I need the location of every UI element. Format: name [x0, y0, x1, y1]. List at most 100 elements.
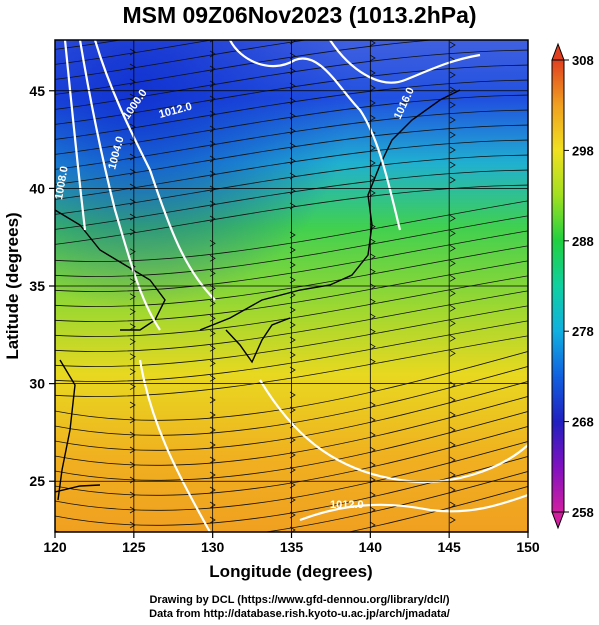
streamline-arrow [129, 278, 136, 286]
y-axis-label: Latitude (degrees) [3, 212, 22, 359]
streamline-arrow [129, 183, 136, 191]
streamline-arrow [369, 283, 376, 291]
streamline-arrow [369, 358, 376, 366]
streamline-arrow [209, 185, 216, 193]
x-tick-label: 130 [201, 539, 225, 555]
streamline [55, 395, 528, 466]
streamline-arrow [209, 140, 216, 148]
colorbar: 258 268 278 288 298 308 [551, 42, 594, 530]
streamline-arrow [369, 69, 376, 77]
y-tick-label: 45 [29, 83, 45, 99]
streamline-arrow [129, 446, 136, 454]
streamline-arrow [129, 123, 136, 131]
y-axis-ticks: 25 30 35 40 45 [29, 83, 55, 489]
streamline-arrow [129, 461, 136, 469]
streamline-arrow [449, 131, 456, 139]
streamline [55, 215, 528, 277]
streamline [55, 335, 528, 397]
isobars [63, 40, 528, 532]
streamline-arrow [369, 253, 376, 261]
streamline-arrow [209, 359, 216, 367]
streamline-arrow [209, 200, 216, 208]
credit-drawing: Drawing by DCL (https://www.gfd-dennou.o… [149, 594, 450, 606]
streamlines [55, 0, 528, 532]
streamline-arrow [209, 50, 216, 58]
colorbar-tick-label: 308 [572, 53, 594, 68]
streamline-arrow [129, 416, 136, 424]
streamline-arrow [129, 78, 136, 86]
streamline-arrow [369, 328, 376, 336]
streamline-arrow [209, 471, 216, 479]
streamline-arrow [449, 259, 456, 267]
streamline [55, 455, 528, 526]
x-tick-label: 140 [359, 539, 383, 555]
streamline-arrow [369, 446, 376, 454]
streamline-arrow [209, 374, 216, 382]
streamline-arrow [129, 48, 136, 56]
streamline-arrow [209, 329, 216, 337]
streamline-arrow [129, 213, 136, 221]
isobar-label: 1008.0 [53, 165, 71, 200]
streamline-arrow [450, 27, 455, 33]
streamline-arrow [369, 189, 376, 197]
isobar-line [299, 493, 528, 522]
colorbar-tick-label: 268 [572, 415, 594, 430]
streamline-arrow [449, 116, 456, 124]
streamline-arrow [209, 239, 216, 247]
streamline-arrow [209, 110, 216, 118]
streamline-arrow [290, 8, 295, 14]
streamline-arrow [370, 0, 375, 1]
streamline-arrow [129, 248, 136, 256]
streamline-arrow [129, 506, 136, 514]
streamline [55, 380, 528, 451]
streamline-arrow [209, 501, 216, 509]
streamline-arrow [209, 254, 216, 262]
streamline-arrow [209, 411, 216, 419]
streamline-arrow [369, 431, 376, 439]
streamline-arrow [369, 54, 376, 62]
streamline-arrow [369, 476, 376, 484]
streamline-arrow [129, 63, 136, 71]
streamline-arrow [370, 25, 375, 31]
streamline-arrow [449, 334, 456, 342]
streamline-arrow [369, 238, 376, 246]
streamline-arrow [369, 313, 376, 321]
streamline [55, 109, 528, 170]
streamline-arrow [450, 0, 455, 3]
streamline-arrow [209, 125, 216, 133]
streamline-arrow [129, 323, 136, 331]
streamline [55, 124, 528, 185]
streamline-arrow [129, 198, 136, 206]
streamline [55, 200, 528, 262]
streamline-arrow [209, 456, 216, 464]
streamline [55, 410, 528, 481]
streamline-arrow [369, 268, 376, 276]
colorbar-tick-label: 258 [572, 505, 594, 520]
streamline-arrow [369, 386, 376, 394]
streamline [55, 40, 123, 50]
streamline [55, 79, 528, 140]
streamline-arrow [129, 431, 136, 439]
streamline-arrow [370, 10, 375, 16]
streamline [55, 275, 528, 337]
credit-data: Data from http://database.rish.kyoto-u.a… [149, 608, 450, 620]
colorbar-ticks: 258 268 278 288 298 308 [564, 53, 594, 520]
y-tick-label: 30 [29, 376, 45, 392]
streamline-arrow [449, 516, 456, 524]
streamline-arrow [290, 23, 295, 29]
streamline-arrow [449, 229, 456, 237]
isobar-line [229, 40, 402, 231]
streamline-arrow [129, 491, 136, 499]
isobar-line [138, 359, 211, 532]
colorbar-top-arrow [551, 42, 565, 61]
streamline-arrow [209, 426, 216, 434]
streamline-arrow [129, 168, 136, 176]
streamline-arrow [449, 161, 456, 169]
y-tick-label: 25 [29, 473, 45, 489]
streamline-arrow [449, 101, 456, 109]
streamline-arrow [129, 108, 136, 116]
streamline-arrow [129, 228, 136, 236]
streamline-arrow [209, 170, 216, 178]
streamline-arrow [369, 84, 376, 92]
streamline-arrow [369, 114, 376, 122]
